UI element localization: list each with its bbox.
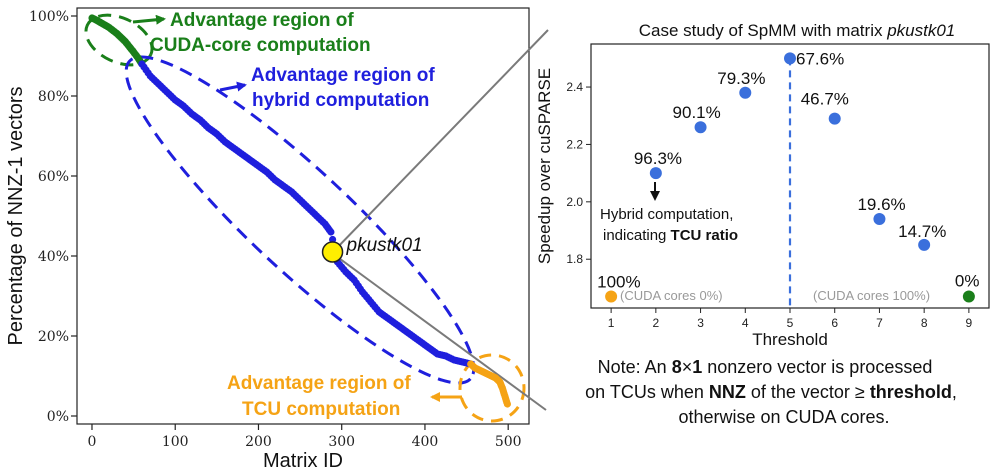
left-axis-ticks: 0 100 200 300 400 500 0% 20% 40% 60% 80% 100% [29,9,522,450]
speedup-point [784,52,796,65]
speedup-point-label: 67.6% [796,49,844,68]
callout-line2: indicating TCU ratio [603,227,738,244]
note-line2-d: threshold [870,382,952,402]
right-chart-title-matrix: pkustk01 [886,21,955,40]
cuda-annotation-line2: CUDA-core computation [150,35,371,56]
note-line2: on TCUs when NNZ of the vector ≥ thresho… [585,382,957,402]
note: Note: An 8×1 nonzero vector is processed… [585,357,957,427]
speedup-point-label: 19.6% [857,195,905,214]
cuda-region-ellipse [84,13,154,67]
note-line3: otherwise on CUDA cores. [678,407,889,427]
right-x-tick-label: 9 [966,316,973,330]
right-y-tick-label: 2.0 [566,195,583,209]
left-plot-frame [76,7,530,425]
footnote-cuda-0: (CUDA cores 0%) [620,288,723,303]
note-line1-d: 1 [692,357,702,377]
right-x-tick-label: 6 [831,316,838,330]
note-line1-e: nonzero vector is processed [702,357,932,377]
right-x-tick-label: 3 [697,316,704,330]
left-x-tick-label: 0 [88,434,97,450]
speedup-point-label: 90.1% [673,103,721,122]
note-line1-a: Note: An [598,357,672,377]
left-y-axis-title: Percentage of NNZ-1 vectors [5,87,27,346]
note-line1-b: 8 [672,357,682,377]
callout-line2-prefix: indicating [603,227,671,244]
left-x-tick-label: 300 [328,434,355,450]
left-y-tick-label: 0% [47,409,69,425]
speedup-point-label: 46.7% [801,90,849,109]
hybrid-arrow [219,81,247,92]
left-x-tick-label: 400 [412,434,439,450]
cuda-annotation-line1: Advantage region of [170,10,354,31]
left-x-tick-label: 100 [162,434,189,450]
zoom-line-bottom [331,252,547,411]
left-x-axis-title: Matrix ID [263,450,343,472]
data-point-hybrid [329,235,337,244]
speedup-point [873,213,886,226]
data-point-tcu [503,400,511,408]
speedup-point-label: 0% [955,272,980,291]
right-x-tick-label: 1 [608,316,615,330]
right-x-tick-label: 8 [921,316,928,330]
right-x-tick-label: 5 [787,316,794,330]
right-x-tick-label: 2 [652,316,659,330]
callout-line2-bold: TCU ratio [671,227,739,244]
right-x-tick-label: 7 [876,316,883,330]
right-y-tick-label: 2.4 [566,80,583,94]
pkustk01-highlight-point [321,241,344,263]
cuda-arrow [132,14,166,25]
left-y-tick-label: 20% [38,329,69,345]
right-y-tick-label: 2.2 [566,137,583,151]
note-line2-a: on TCUs when [585,382,709,402]
speedup-point [962,290,975,303]
speedup-point [828,112,841,125]
right-y-axis-title: Speedup over cuSPARSE [535,68,554,264]
speedup-point-label: 96.3% [634,149,682,168]
speedup-point [918,238,931,251]
tcu-annotation-line1: Advantage region of [227,373,411,394]
speedup-point-label: 100% [597,273,640,292]
left-x-tick-label: 200 [245,434,272,450]
hybrid-annotation-line2: hybrid computation [252,90,429,111]
right-chart-title: Case study of SpMM with matrix pkustk01 [639,21,956,40]
right-x-axis-title: Threshold [752,330,828,349]
callout-line1: Hybrid computation, [600,206,733,223]
speedup-point [649,167,662,180]
left-y-tick-label: 60% [38,169,69,185]
pkustk01-label: pkustk01 [346,235,423,256]
right-chart-title-prefix: Case study of SpMM with matrix [639,21,887,40]
speedup-point-label: 14.7% [898,222,946,241]
note-line1: Note: An 8×1 nonzero vector is processed [598,357,933,377]
speedup-point [605,290,618,303]
tcu-region-ellipse [458,353,526,423]
note-line2-b: NNZ [709,382,746,402]
right-chart: Case study of SpMM with matrix pkustk01 … [535,21,990,349]
right-x-tick-label: 4 [742,316,749,330]
right-data-points: 100% 96.3% 90.1% 79.3% 67.6% 46.7% 19.6% 14.7% 0… [597,49,980,303]
left-data-points [88,14,511,408]
left-chart: 0 100 200 300 400 500 0% 20% 40% 60% 80% 100% pkust… [5,7,549,472]
right-axis-ticks: 1 2 3 4 5 6 7 8 9 1.8 2.0 2.2 2.4 [566,80,972,330]
zoom-line-top [331,29,549,254]
left-y-tick-label: 100% [29,9,69,25]
data-point-hybrid [327,228,335,236]
left-x-tick-label: 500 [495,434,522,450]
left-y-tick-label: 40% [38,249,69,265]
speedup-point [694,121,707,134]
right-y-tick-label: 1.8 [566,252,583,266]
tcu-annotation-line2: TCU computation [242,399,400,420]
note-line2-c: of the vector ≥ [746,382,870,402]
footnote-cuda-100: (CUDA cores 100%) [813,288,930,303]
note-line1-c: × [682,357,693,377]
note-line2-e: , [952,382,957,402]
left-y-tick-label: 80% [38,89,69,105]
hybrid-annotation-line1: Advantage region of [251,65,435,86]
speedup-point-label: 79.3% [717,69,765,88]
speedup-point [739,86,752,99]
